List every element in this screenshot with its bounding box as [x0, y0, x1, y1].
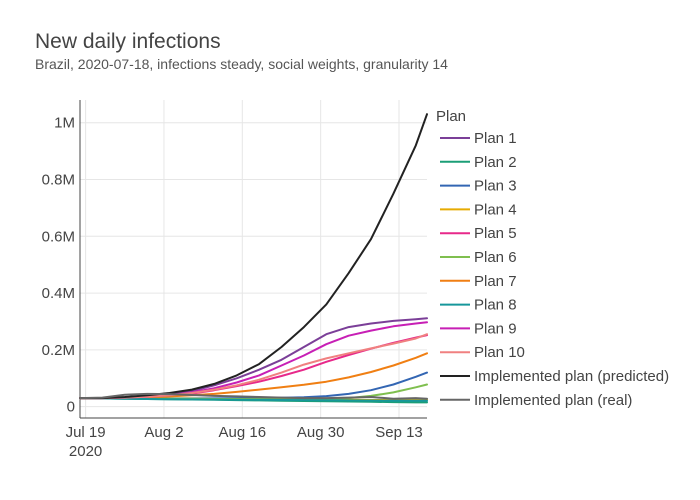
legend-item[interactable]: Plan 10 [440, 344, 525, 361]
legend-item[interactable]: Plan 8 [440, 297, 517, 314]
legend[interactable]: Plan Plan 1 Plan 2 Plan 3 Plan 4 Plan 5 Plan … [436, 108, 669, 409]
chart-title: New daily infections [35, 30, 221, 53]
y-tick-label: 0.6M [42, 228, 75, 245]
legend-label: Plan 10 [474, 344, 525, 361]
legend-item[interactable]: Plan 4 [440, 201, 517, 218]
series-line-7 [79, 352, 428, 400]
series-line-12 [79, 392, 428, 400]
axes [79, 100, 427, 419]
legend-item[interactable]: Plan 3 [440, 178, 517, 195]
legend-title: Plan [436, 108, 466, 125]
chart-subtitle: Brazil, 2020-07-18, infections steady, s… [35, 56, 448, 72]
y-axis-ticks: 0 0.2M 0.4M 0.6M 0.8M 1M [42, 115, 75, 416]
y-tick-label: 0.8M [42, 172, 75, 189]
series-line-10 [79, 333, 428, 400]
legend-label: Plan 7 [474, 273, 517, 290]
legend-label: Implemented plan (real) [474, 392, 632, 409]
legend-label: Implemented plan (predicted) [474, 368, 669, 385]
legend-label: Plan 4 [474, 201, 517, 218]
x-tick-label: Sep 13 [375, 424, 423, 441]
series-line-9 [79, 321, 428, 400]
series-line-11 [79, 113, 428, 400]
y-tick-label: 1M [54, 115, 75, 132]
legend-item[interactable]: Plan 7 [440, 273, 517, 290]
legend-item[interactable]: Plan 1 [440, 130, 517, 147]
legend-label: Plan 3 [474, 178, 517, 195]
legend-item[interactable]: Plan 5 [440, 225, 517, 242]
series-line-8 [79, 397, 428, 402]
legend-label: Plan 8 [474, 297, 517, 314]
legend-item[interactable]: Plan 6 [440, 249, 517, 266]
y-tick-label: 0.2M [42, 342, 75, 359]
legend-label: Plan 9 [474, 320, 517, 337]
legend-item[interactable]: Plan 9 [440, 320, 517, 337]
x-axis-ticks: Jul 19 2020 Aug 2 Aug 16 Aug 30 Sep 13 [66, 424, 423, 460]
x-tick-label: Jul 19 [66, 424, 106, 441]
legend-item[interactable]: Implemented plan (real) [440, 392, 632, 409]
y-tick-label: 0 [67, 399, 75, 416]
legend-label: Plan 1 [474, 130, 517, 147]
x-tick-sublabel: 2020 [69, 443, 102, 460]
legend-label: Plan 5 [474, 225, 517, 242]
legend-item[interactable]: Implemented plan (predicted) [440, 368, 669, 385]
x-tick-label: Aug 30 [297, 424, 345, 441]
legend-label: Plan 6 [474, 249, 517, 266]
x-tick-label: Aug 2 [144, 424, 183, 441]
series-lines [79, 113, 428, 404]
legend-item[interactable]: Plan 2 [440, 154, 517, 171]
x-tick-label: Aug 16 [219, 424, 267, 441]
y-tick-label: 0.4M [42, 285, 75, 302]
legend-label: Plan 2 [474, 154, 517, 171]
